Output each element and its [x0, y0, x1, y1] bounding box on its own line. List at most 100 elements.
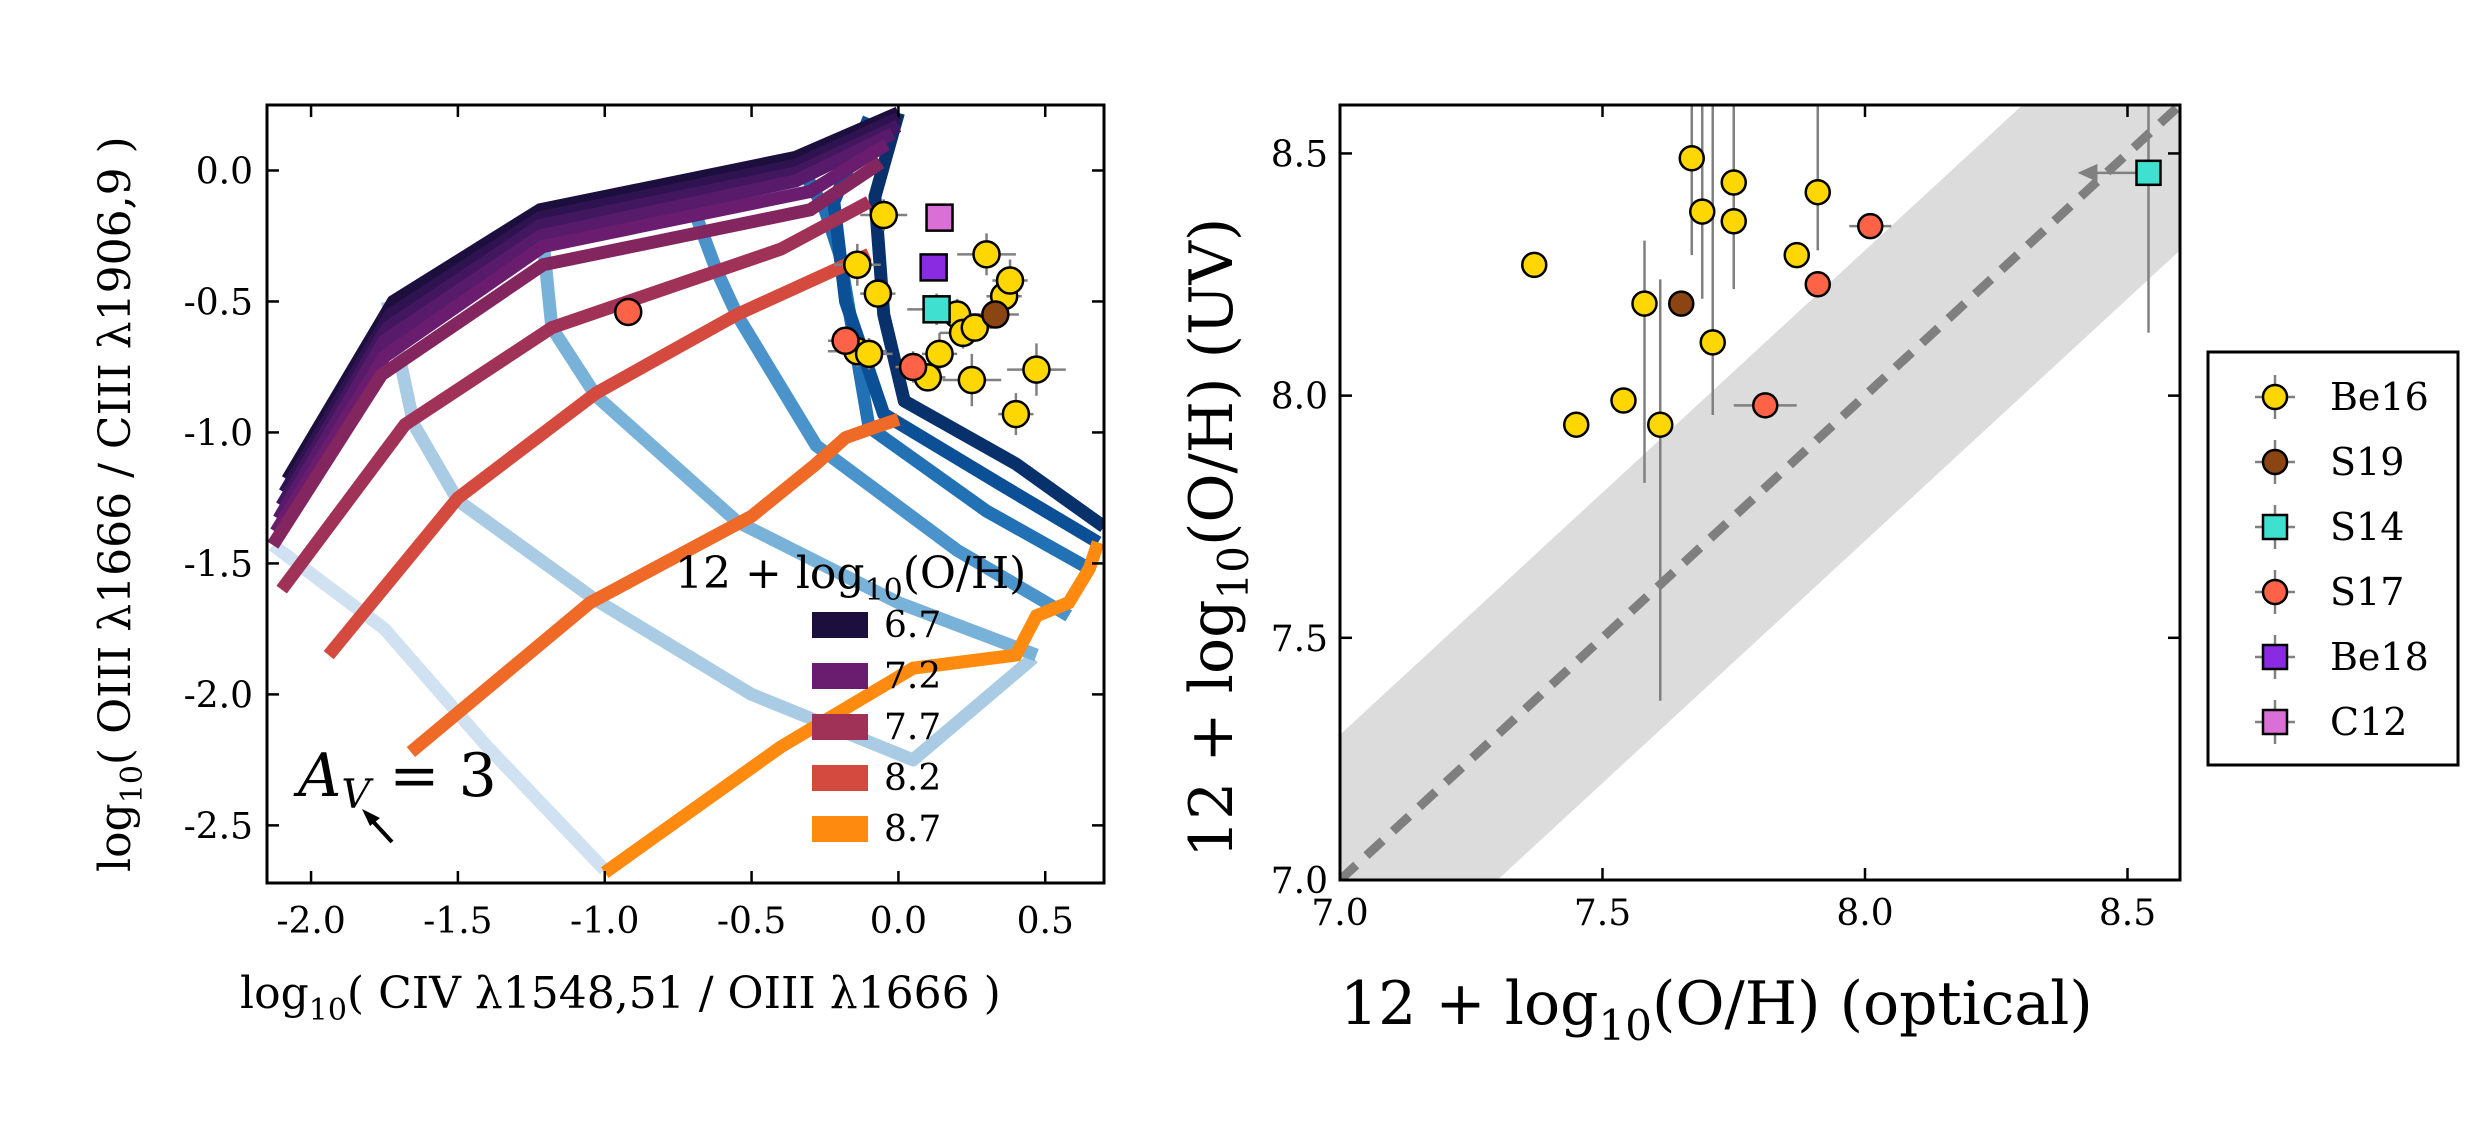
metallicity-legend-label-4: 8.7 — [884, 809, 941, 850]
right-point-be16-10 — [1783, 241, 1810, 269]
right-point-s17-13 — [1752, 392, 1779, 419]
av-label: AV = 3 — [293, 741, 497, 818]
metallicity-legend-label-3: 8.2 — [884, 758, 941, 799]
left-point-be16-4 — [854, 339, 884, 369]
metallicity-line-7-4 — [267, 157, 885, 549]
sample-legend-marker-s19 — [2261, 448, 2289, 476]
agreement-band — [1340, 105, 2180, 880]
right-point-be16-3 — [1631, 290, 1658, 317]
left-xlabel: log10( CIV λ1548,51 / OIII λ1666 ) — [240, 968, 1001, 1028]
sample-legend-label-be16: Be16 — [2330, 375, 2429, 419]
right-xtick-label-1: 7.5 — [1574, 893, 1631, 934]
right-point-be16-11 — [1804, 178, 1831, 206]
left-point-be16-11 — [972, 240, 1001, 269]
metallicity-legend-swatch-1 — [812, 663, 868, 689]
left-ytick-label-5: -2.5 — [184, 806, 253, 847]
sample-legend-label-c12: C12 — [2330, 700, 2407, 744]
left-ytick-label-0: 0.0 — [196, 151, 253, 192]
right-xlabel: 12 + log10(O/H) (optical) — [1340, 969, 2093, 1050]
metallicity-legend-entries: 6.7 7.2 7.7 8.2 8.7 — [812, 605, 941, 850]
right-xtick-label-0: 7.0 — [1311, 893, 1368, 934]
right-ytick-label-3: 8.5 — [1271, 134, 1328, 175]
sample-legend-marker-s14 — [2261, 513, 2289, 541]
left-point-c12-22 — [925, 203, 954, 232]
left-point-be16-13 — [995, 266, 1025, 295]
right-point-s14-16 — [2135, 159, 2162, 187]
left-point-s19-16 — [981, 300, 1010, 329]
metallicity-line-8-5 — [406, 413, 901, 758]
right-point-be16-0 — [1521, 251, 1548, 279]
right-point-be16-5 — [1678, 145, 1705, 172]
left-point-s14-17 — [922, 295, 951, 324]
sample-legend-label-s14: S14 — [2330, 505, 2404, 549]
ionization-line-7 — [868, 111, 1104, 533]
left-point-be16-14 — [1001, 399, 1031, 429]
left-point-s17-18 — [613, 297, 643, 327]
one-to-one-line — [1340, 105, 2180, 880]
left-ytick-label-1: -0.5 — [184, 282, 253, 323]
sample-legend-frame — [2206, 350, 2460, 767]
left-point-be16-8 — [960, 313, 990, 342]
right-data-points — [1521, 145, 2162, 438]
left-point-be16-3 — [863, 279, 893, 308]
metallicity-line-7-0 — [273, 127, 896, 523]
metallicity-legend: 12 + log10(O/H) 6.7 7.2 7.7 8.2 8.7 — [675, 548, 1026, 850]
left-xtick-label-3: -0.5 — [717, 901, 786, 942]
sample-legend-label-s19: S19 — [2330, 440, 2404, 484]
right-point-be16-6 — [1689, 198, 1716, 225]
right-xtick-label-3: 8.5 — [2099, 893, 2156, 934]
right-ylabel: 12 + log10(O/H) (UV) — [1177, 218, 1258, 858]
metallicity-legend-swatch-0 — [812, 612, 868, 638]
right-axis-ticks: 7.0 7.5 8.0 8.5 7.0 7.5 8.0 8.5 — [1271, 105, 2180, 934]
sample-legend-label-be18: Be18 — [2330, 635, 2429, 679]
metallicity-legend-label-1: 7.2 — [884, 656, 941, 697]
ionization-line-3 — [533, 211, 1039, 662]
metallicity-legend-label-2: 7.7 — [884, 707, 941, 748]
right-point-be16-7 — [1699, 329, 1726, 356]
left-axes-frame — [265, 103, 1106, 885]
left-point-be16-5 — [925, 339, 954, 369]
left-ytick-label-2: -1.0 — [184, 413, 253, 454]
metallicity-line-8-2 — [323, 248, 872, 660]
left-xtick-label-1: -1.5 — [423, 901, 492, 942]
right-point-be16-1 — [1563, 411, 1590, 438]
right-point-be16-8 — [1720, 169, 1747, 196]
metallicity-legend-label-0: 6.7 — [884, 605, 941, 646]
right-panel: 7.0 7.5 8.0 8.5 7.0 7.5 8.0 8.5 12 + log10(O/H)… — [1177, 103, 2460, 1050]
left-xtick-label-2: -1.0 — [570, 901, 639, 942]
extinction-arrowhead — [362, 809, 380, 826]
right-ytick-label-1: 7.5 — [1271, 619, 1328, 660]
left-xtick-label-0: -2.0 — [276, 901, 345, 942]
left-data-points — [613, 200, 1051, 429]
metallicity-legend-swatch-2 — [812, 714, 868, 740]
left-point-be16-10 — [957, 365, 987, 395]
left-ytick-label-4: -2.0 — [184, 675, 253, 716]
right-point-be16-2 — [1610, 387, 1637, 414]
left-point-be16-2 — [843, 250, 872, 280]
left-ylabel: log10( OIII λ1666 / CIII λ1906,9 ) — [90, 136, 150, 872]
right-ytick-label-0: 7.0 — [1271, 861, 1328, 902]
left-xtick-label-5: 0.5 — [1017, 901, 1074, 942]
left-point-be16-1 — [869, 200, 898, 230]
sample-legend-marker-s17 — [2261, 578, 2289, 606]
metallicity-legend-swatch-3 — [812, 765, 868, 791]
left-point-s17-19 — [831, 326, 860, 356]
sample-legend-marker-be16 — [2261, 383, 2289, 411]
left-panel: -2.0 -1.5 -1.0 -0.5 0.0 0.5 0.0 -0.5 -1.0 -1.5 -2.… — [90, 103, 1106, 1028]
left-ytick-label-3: -1.5 — [184, 544, 253, 585]
right-point-s17-14 — [1804, 270, 1831, 298]
sample-legend-marker-c12 — [2261, 708, 2289, 736]
right-point-be16-4 — [1647, 411, 1674, 438]
left-axis-ticks: -2.0 -1.5 -1.0 -0.5 0.0 0.5 0.0 -0.5 -1.0 -1.5 -2.… — [184, 105, 1104, 942]
metallicity-legend-swatch-4 — [812, 816, 868, 842]
right-xerr-arrow-16 — [2077, 163, 2098, 182]
right-band-and-diagonal — [1340, 105, 2180, 880]
sample-legend-label-s17: S17 — [2330, 570, 2404, 614]
metallicity-line-8-7 — [600, 540, 1104, 878]
left-xtick-label-4: 0.0 — [870, 901, 927, 942]
sample-legend-marker-be18 — [2261, 643, 2289, 671]
left-point-be16-15 — [1022, 355, 1051, 384]
left-point-be18-21 — [919, 253, 948, 282]
metallicity-legend-title: 12 + log10(O/H) — [675, 548, 1026, 608]
